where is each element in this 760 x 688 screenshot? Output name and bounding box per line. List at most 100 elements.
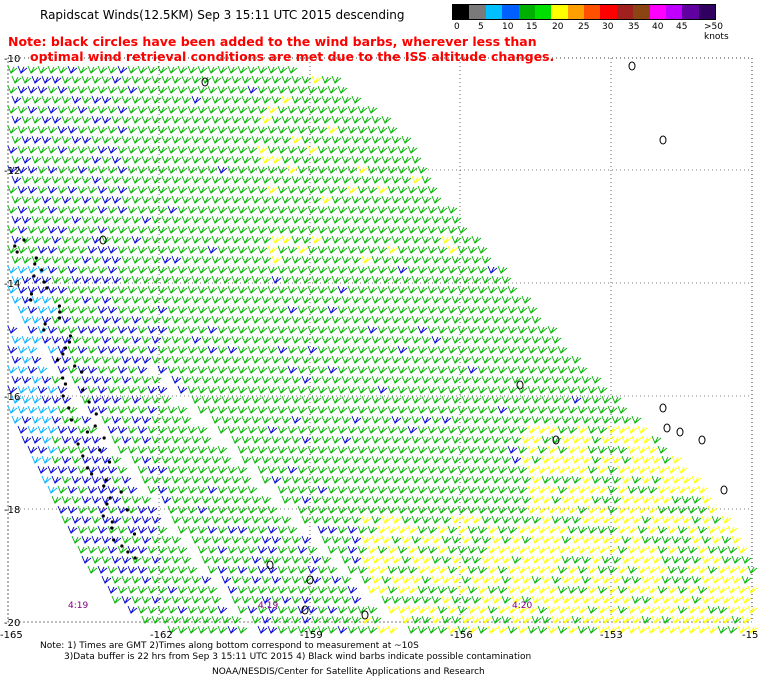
wind-barb (351, 555, 362, 565)
wind-barb (61, 255, 72, 265)
wind-barb (237, 285, 248, 295)
wind-barb (627, 565, 638, 575)
wind-barb (441, 615, 452, 625)
wind-barb (241, 575, 252, 585)
wind-barb (617, 425, 628, 435)
wind-barb (251, 415, 262, 425)
wind-barb (401, 235, 412, 245)
wind-barb (111, 415, 122, 425)
wind-barb (61, 115, 72, 125)
contamination-dot (33, 262, 37, 266)
wind-barb (381, 235, 392, 245)
wind-barb (361, 455, 372, 465)
wind-barb (121, 355, 132, 365)
wind-barb (117, 425, 128, 435)
wind-barb (311, 495, 322, 505)
colorbar-label: 35 (628, 22, 640, 32)
wind-barb (237, 145, 248, 155)
wind-barb (377, 285, 388, 295)
wind-barb (417, 165, 428, 175)
lon-label: -153 (600, 630, 623, 641)
wind-barb (517, 465, 528, 475)
wind-barb (41, 315, 52, 325)
wind-barb (591, 475, 602, 485)
wind-barb (341, 435, 352, 445)
wind-barb (561, 615, 572, 625)
wind-barb (221, 255, 232, 265)
wind-barb (227, 405, 238, 415)
wind-barb (261, 555, 272, 565)
wind-barb (371, 555, 382, 565)
wind-barb (597, 605, 608, 615)
wind-barb (311, 415, 322, 425)
wind-barb (691, 575, 702, 585)
wind-barb (71, 135, 82, 145)
wind-barb (307, 625, 318, 635)
wind-barb (407, 565, 418, 575)
wind-barb (61, 75, 72, 85)
wind-barb (11, 395, 22, 405)
wind-barb (617, 505, 628, 515)
wind-barb (107, 305, 118, 315)
wind-barb (577, 485, 588, 495)
wind-barb (387, 585, 398, 595)
wind-barb (241, 255, 252, 265)
wind-barb (377, 165, 388, 175)
lon-label: -156 (450, 630, 473, 641)
wind-barb (341, 615, 352, 625)
wind-barb (521, 415, 532, 425)
wind-barb (207, 585, 218, 595)
wind-barb (97, 485, 108, 495)
wind-barb (261, 175, 272, 185)
wind-barb (321, 275, 332, 285)
wind-barb (67, 85, 78, 95)
wind-barb (17, 225, 28, 235)
wind-barb (687, 585, 698, 595)
wind-barb (137, 245, 148, 255)
wind-barb (481, 435, 492, 445)
wind-barb (307, 365, 318, 375)
wind-barb (147, 405, 158, 415)
wind-barb (261, 575, 272, 585)
wind-barb (41, 375, 52, 385)
wind-barb (47, 165, 58, 175)
wind-barb (557, 565, 568, 575)
wind-barb (237, 525, 248, 535)
wind-barb (17, 245, 28, 255)
wind-barb (461, 575, 472, 585)
wind-barb (461, 335, 472, 345)
wind-barb (447, 425, 458, 435)
wind-barb (351, 455, 362, 465)
wind-barb (277, 345, 288, 355)
wind-barb (477, 625, 488, 635)
wind-barb (187, 385, 198, 395)
wind-barb (727, 545, 738, 555)
wind-barb (297, 185, 308, 195)
wind-barb (447, 225, 458, 235)
wind-barb (507, 325, 518, 335)
wind-barb (557, 585, 568, 595)
wind-barb (187, 225, 198, 235)
wind-barb (121, 155, 132, 165)
wind-barb (397, 325, 408, 335)
wind-barb (191, 515, 202, 525)
wind-barb (57, 225, 68, 235)
colorbar-cell (485, 5, 503, 19)
wind-barb (651, 615, 662, 625)
colorbar-cell (682, 5, 699, 19)
wind-barb (251, 595, 262, 605)
wind-barb (291, 535, 302, 545)
wind-barb (217, 65, 228, 75)
wind-barb (477, 285, 488, 295)
wind-barb (411, 235, 422, 245)
wind-barb (627, 425, 638, 435)
wind-barb (111, 395, 122, 405)
colorbar-cell (567, 5, 584, 19)
wind-barb (117, 545, 128, 555)
wind-barb (377, 585, 388, 595)
wind-barb (137, 85, 148, 95)
wind-barb (537, 345, 548, 355)
wind-barb (397, 285, 408, 295)
wind-barb (387, 505, 398, 515)
wind-barb (321, 235, 332, 245)
